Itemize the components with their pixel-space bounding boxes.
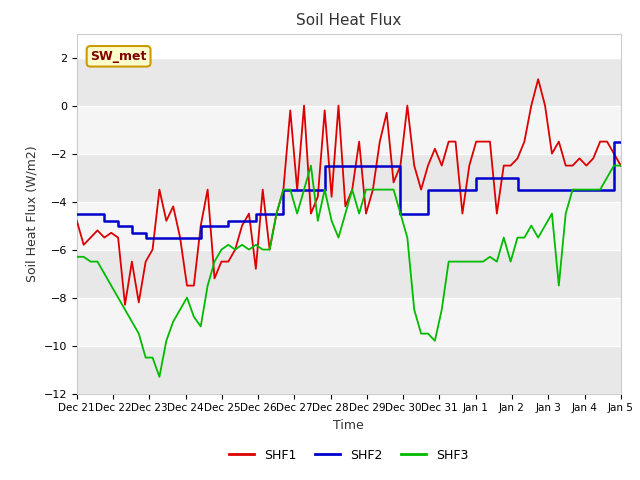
Bar xyxy=(77,298,621,346)
Bar xyxy=(77,58,621,106)
Legend: SHF1, SHF2, SHF3: SHF1, SHF2, SHF3 xyxy=(224,444,474,467)
Bar xyxy=(77,106,621,154)
Bar xyxy=(77,346,621,394)
Bar xyxy=(77,154,621,202)
Bar xyxy=(77,202,621,250)
Text: SW_met: SW_met xyxy=(90,50,147,63)
Title: Soil Heat Flux: Soil Heat Flux xyxy=(296,13,401,28)
X-axis label: Time: Time xyxy=(333,419,364,432)
Bar xyxy=(77,250,621,298)
Y-axis label: Soil Heat Flux (W/m2): Soil Heat Flux (W/m2) xyxy=(25,145,38,282)
